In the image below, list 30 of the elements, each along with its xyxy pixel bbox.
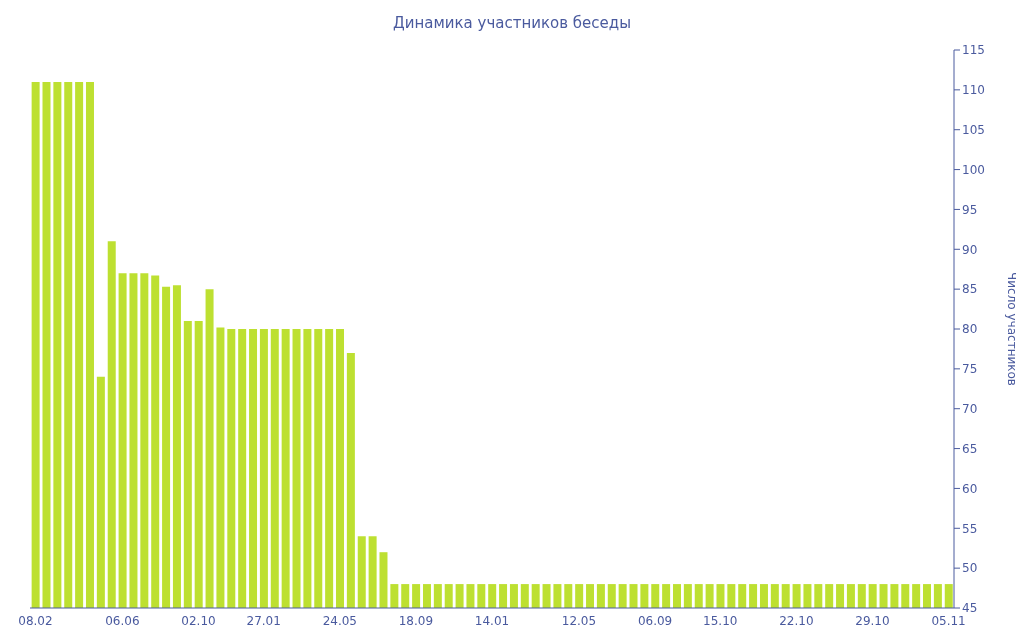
x-tick-label: 24.05 [322,613,357,628]
y-tick-label: 55 [962,521,978,536]
y-tick-label: 65 [962,441,978,456]
y-tick-label: 75 [962,362,978,377]
x-tick-label: 12.05 [561,613,597,628]
x-tick-label: 02.10 [181,613,216,628]
x-tick-label: 29.10 [855,613,890,628]
y-tick-label: 110 [962,83,985,98]
y-tick-label: 45 [962,601,978,616]
y-tick-label: 100 [962,162,985,177]
x-tick-label: 06.09 [637,613,673,628]
y-tick-label: 85 [962,282,978,297]
chart-title: Динамика участников беседы [391,13,632,34]
y-tick-label: 70 [962,401,978,416]
y-axis-title: Число участников [1004,272,1019,386]
x-tick-label: 06.06 [105,613,140,628]
x-tick-label: 15.10 [703,613,738,628]
x-tick-label: 22.10 [779,613,814,628]
y-tick-label: 95 [962,202,978,217]
x-tick-label: 18.09 [398,613,434,628]
y-tick-label: 115 [962,43,985,58]
x-tick-label: 14.01 [474,613,510,628]
y-tick-label: 80 [962,322,978,337]
x-tick-label: 08.02 [18,613,53,628]
y-tick-label: 60 [962,481,978,496]
y-tick-label: 50 [962,561,978,576]
y-tick-label: 105 [962,122,985,137]
x-tick-label: 27.01 [246,613,281,628]
y-tick-label: 90 [962,242,978,257]
x-tick-label: 05.11 [931,613,966,628]
